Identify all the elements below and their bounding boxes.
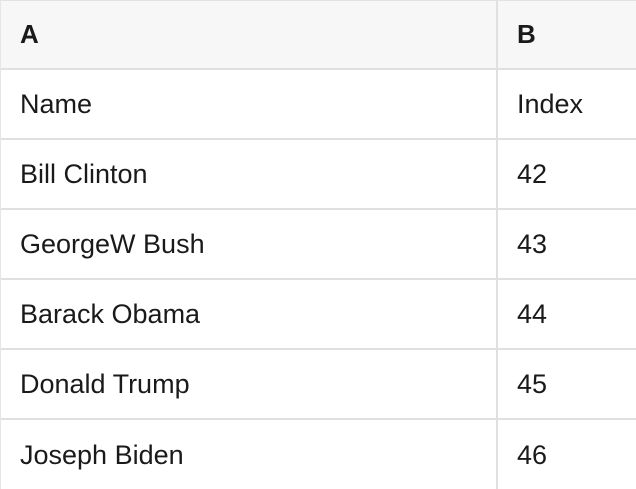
header-row: A B: [1, 1, 636, 70]
table-cell-name[interactable]: Donald Trump: [1, 350, 498, 420]
table-cell-name[interactable]: GeorgeW Bush: [1, 210, 498, 280]
table-cell-index[interactable]: 44: [498, 280, 636, 350]
table-cell-name[interactable]: Name: [1, 70, 498, 140]
table-cell-index[interactable]: 43: [498, 210, 636, 280]
column-header-a[interactable]: A: [1, 1, 498, 70]
table-cell-name[interactable]: Bill Clinton: [1, 140, 498, 210]
table-cell-index[interactable]: 46: [498, 420, 636, 489]
table-row: Barack Obama 44: [1, 280, 636, 350]
table-cell-index[interactable]: 42: [498, 140, 636, 210]
table-cell-index[interactable]: 45: [498, 350, 636, 420]
table-row: Bill Clinton 42: [1, 140, 636, 210]
table-row: Name Index: [1, 70, 636, 140]
table-cell-name[interactable]: Joseph Biden: [1, 420, 498, 489]
table-cell-name[interactable]: Barack Obama: [1, 280, 498, 350]
table-row: Donald Trump 45: [1, 350, 636, 420]
table-row: GeorgeW Bush 43: [1, 210, 636, 280]
column-header-b[interactable]: B: [498, 1, 636, 70]
table-row: Joseph Biden 46: [1, 420, 636, 489]
table-cell-index[interactable]: Index: [498, 70, 636, 140]
